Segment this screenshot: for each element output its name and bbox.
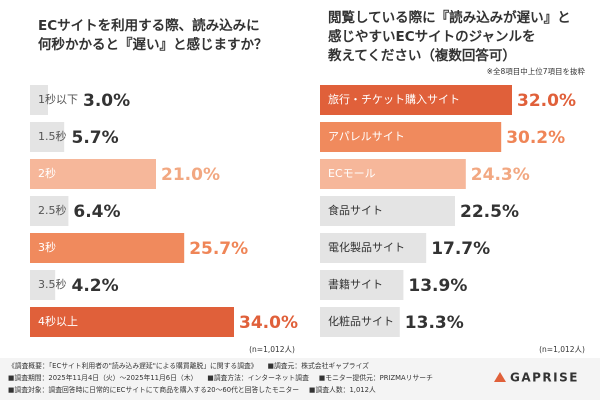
footer-text: ■調査人数：1,012人 [309,385,376,394]
bar [30,196,69,226]
footer-text: 《調査概要：「ECサイト利用者の"読み込み遅延"による購買離脱」に関する調査》 [8,361,258,370]
category-label: 食品サイト [328,203,383,217]
value-label: 21.0% [161,165,220,185]
value-label: 32.0% [517,91,576,111]
chart-note: ※全8項目中上位7項目を抜粋 [487,66,586,76]
bar [320,307,400,337]
bar [320,270,404,300]
value-label: 13.3% [405,313,464,333]
category-label: 4秒以上 [38,314,78,328]
sample-size: (n=1,012人) [539,345,585,354]
category-label: アパレルサイト [328,130,405,143]
category-label: 2.5秒 [38,203,67,217]
category-label: ECモール [328,167,376,180]
bar [30,270,56,300]
logo-mark [494,372,506,382]
value-label: 4.2% [72,276,119,296]
value-label: 24.3% [471,165,530,185]
category-label: 3.5秒 [38,277,67,291]
chart-title: 教えてください（複数回答可） [328,47,516,64]
footer-text: ■調査対象：調査回答時に日常的にECサイトにて商品を購入する20〜60代と回答し… [8,385,299,394]
value-label: 22.5% [460,202,519,222]
bar [320,85,512,115]
footer-text: ■モニター提供元：PRIZMAリサーチ [319,373,433,382]
logo: GAPRISE [494,371,579,385]
category-label: 1.5秒 [38,129,67,143]
chart-title: 閲覧している際に『読み込みが遅い』と [328,9,571,26]
bar [30,85,48,115]
category-label: 電化製品サイト [328,240,405,254]
value-label: 5.7% [72,128,119,148]
category-label: 2秒 [38,166,56,180]
category-label: 3秒 [38,240,56,254]
value-label: 30.2% [506,128,565,148]
value-label: 3.0% [83,91,130,111]
bar [320,196,455,226]
bar [30,122,65,152]
chart-title: 何秒かかると『遅い』と感じますか？ [38,36,268,53]
logo-text: GAPRISE [510,371,579,385]
footer-text: ■調査期間：2025年11月4日（火）〜2025年11月6日（木） [8,373,197,382]
value-label: 13.9% [408,276,467,296]
value-label: 17.7% [431,239,490,259]
footer-text: ■調査方法：インターネット調査 [207,373,309,382]
value-label: 34.0% [239,313,298,333]
value-label: 6.4% [73,202,120,222]
category-label: 書籍サイト [328,277,383,291]
category-label: 化粧品サイト [328,314,394,328]
bar [30,307,234,337]
bar [320,122,502,152]
category-label: 旅行・チケット購入サイト [328,92,460,106]
value-label: 25.7% [189,239,248,259]
category-label: 1秒以下 [38,92,78,106]
bar [320,159,466,189]
sample-size: (n=1,012人) [249,345,295,354]
chart-title: 感じやすいECサイトのジャンルを [328,28,535,45]
bar [30,159,156,189]
bar [30,233,185,263]
footer-text: ■調査元：株式会社ギャプライズ [268,361,370,370]
chart-title: ECサイトを利用する際、読み込みに [38,17,260,34]
bar [320,233,427,263]
